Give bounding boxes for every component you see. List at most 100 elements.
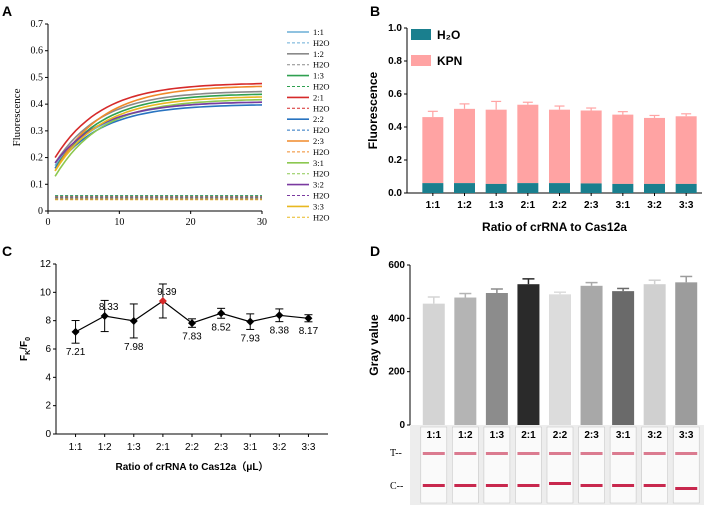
b-bar-h2o: [549, 183, 570, 193]
d-control-line-band: [422, 484, 445, 487]
c-data-label: 7.83: [182, 331, 202, 342]
b-x-tick-label: 2:3: [584, 200, 599, 211]
b-legend-label: H₂O: [437, 28, 460, 42]
d-strip-label: 1:2: [458, 430, 473, 441]
b-x-tick-label: 1:3: [489, 200, 504, 211]
b-y-tick-label: 0.4: [388, 122, 402, 133]
d-test-line-band: [580, 452, 603, 455]
c-data-point: [188, 319, 196, 328]
panel-d-chart: 0 200 400 600 Gray value 1:1 1:2 1:3 2:1 2:2 2:3 3:…: [367, 260, 704, 505]
panel-b-chart: 0.0 0.2 0.4 0.6 0.8 1.0 1:1 1:2 1:3 2:1 2:2 2:3 3:1 3…: [366, 23, 702, 234]
a-legend-label: 3:2: [313, 180, 324, 190]
c-data-point: [129, 316, 138, 325]
c-data-point: [158, 296, 167, 305]
c-y-tick-label: 2: [45, 401, 51, 412]
d-test-strip: [420, 426, 448, 504]
b-y-tick-label: 1.0: [388, 23, 402, 34]
d-strip-label: 3:2: [647, 430, 662, 441]
a-legend-label: H2O: [313, 103, 330, 113]
b-x-tick-label: 3:2: [647, 200, 662, 211]
d-strip-label: 3:3: [679, 430, 694, 441]
a-x-tick-label: 30: [257, 217, 267, 228]
d-control-line-band: [517, 484, 540, 487]
b-bar-h2o: [675, 183, 697, 193]
c-y-axis-label-part: /F: [19, 341, 30, 350]
a-legend-label: 1:2: [313, 49, 324, 59]
b-bar-kpn: [485, 109, 507, 184]
d-test-strip: [578, 426, 605, 504]
c-y-tick-label: 12: [40, 259, 52, 270]
panel-letter-b: B: [370, 3, 380, 19]
c-x-tick-label: 3:1: [243, 442, 257, 453]
c-data-point: [217, 309, 226, 318]
d-bar: [643, 284, 666, 425]
b-x-tick-label: 3:3: [679, 200, 694, 211]
a-curve-1-3: [54, 93, 263, 169]
c-data-label: 7.98: [124, 342, 144, 353]
a-y-tick-label: 0.5: [31, 72, 44, 83]
d-test-strip: [641, 426, 668, 504]
c-y-tick-label: 6: [45, 344, 51, 355]
c-y-tick-label: 8: [45, 316, 51, 327]
c-x-tick-label: 1:1: [69, 442, 83, 453]
d-test-line-band: [454, 452, 477, 455]
a-curve-2-2: [54, 104, 263, 169]
b-bar-h2o: [517, 183, 539, 193]
d-test-strip: [672, 426, 700, 504]
b-x-tick-label: 2:2: [552, 200, 567, 211]
d-control-line-band: [643, 484, 666, 487]
b-y-tick-label: 0.0: [388, 188, 402, 199]
c-data-label: 8.33: [99, 302, 119, 313]
d-control-line-band: [454, 484, 477, 487]
a-legend-label: 2:1: [313, 92, 324, 102]
d-control-line-band: [485, 484, 508, 487]
c-data-label: 8.52: [211, 322, 231, 333]
d-strip-label: 2:1: [521, 430, 536, 441]
a-legend-label: H2O: [313, 38, 330, 48]
a-y-tick-label: 0.6: [31, 46, 44, 57]
d-control-line-band: [675, 487, 698, 490]
c-y-tick-label: 4: [45, 372, 51, 383]
a-y-tick-label: 0.7: [31, 19, 44, 30]
a-y-tick-label: 0: [38, 206, 43, 217]
panel-a-chart: 0 0.1 0.2 0.3 0.4 0.5 0.6 0.7 0 10 20 30 Fluorescenc…: [11, 19, 330, 228]
d-y-tick-label: 0: [399, 420, 405, 431]
c-x-tick-label: 3:3: [301, 442, 315, 453]
d-strip-label: 1:3: [490, 430, 505, 441]
panel-c-chart: 0 2 4 6 8 10 12 7.21 1:1 8.33 1:2 7.98 1:3 9.39 2:1 7.8…: [19, 259, 328, 473]
d-test-strip: [515, 426, 542, 504]
b-bar-h2o: [612, 183, 634, 193]
c-x-tick-label: 2:3: [214, 442, 228, 453]
b-x-tick-label: 1:2: [457, 200, 472, 211]
a-curve-3-1: [54, 98, 263, 177]
c-data-label: 8.38: [270, 326, 290, 337]
c-x-tick-label: 1:3: [127, 442, 141, 453]
b-legend-label: KPN: [437, 54, 462, 68]
d-y-axis-label: Gray value: [367, 314, 381, 376]
d-test-line-band: [643, 452, 666, 455]
b-bar-h2o: [454, 183, 475, 193]
c-x-tick-label: 2:1: [156, 442, 170, 453]
panel-letter-d: D: [370, 243, 380, 259]
c-x-tick-label: 2:2: [185, 442, 199, 453]
b-x-tick-label: 1:1: [426, 200, 441, 211]
a-y-tick-label: 0.1: [31, 179, 44, 190]
d-bar: [549, 294, 571, 425]
c-y-axis-label-part: F: [19, 355, 30, 361]
c-data-point: [100, 311, 109, 320]
a-legend-label: 1:3: [313, 71, 324, 81]
d-test-line-band: [612, 452, 635, 455]
b-x-tick-label: 2:1: [521, 200, 536, 211]
d-control-line-band: [549, 482, 571, 485]
b-bar-kpn: [517, 104, 539, 184]
a-y-tick-label: 0.2: [31, 153, 44, 164]
d-bar: [454, 297, 477, 425]
a-y-tick-label: 0.3: [31, 126, 44, 137]
c-data-label: 7.21: [66, 347, 86, 358]
c-data-point: [304, 314, 313, 323]
b-legend-swatch: [411, 29, 431, 40]
b-bar-kpn: [454, 108, 475, 184]
b-bar-kpn: [612, 114, 634, 184]
d-test-strip: [483, 426, 511, 504]
